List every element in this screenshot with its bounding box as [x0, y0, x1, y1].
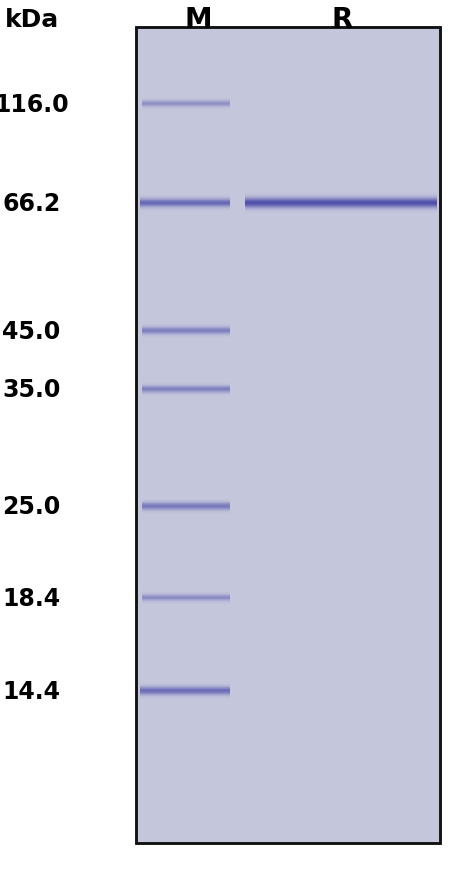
Text: 14.4: 14.4	[3, 679, 60, 703]
Bar	[136, 28, 440, 843]
Bar	[245, 198, 436, 199]
Bar	[245, 200, 436, 201]
Bar	[245, 200, 436, 201]
Bar	[245, 205, 436, 206]
Bar	[245, 210, 436, 211]
Bar	[245, 197, 436, 198]
Bar	[245, 199, 436, 200]
Bar	[245, 206, 436, 207]
Text: kDa: kDa	[4, 7, 59, 32]
Bar	[245, 195, 436, 196]
Text: 35.0: 35.0	[2, 377, 61, 402]
Bar	[245, 210, 436, 211]
Text: 45.0: 45.0	[2, 319, 61, 344]
Bar	[245, 205, 436, 206]
Text: R: R	[331, 5, 353, 34]
Bar	[245, 209, 436, 210]
Bar	[245, 213, 436, 214]
Bar	[245, 193, 436, 194]
Bar	[245, 202, 436, 203]
Bar	[245, 204, 436, 205]
Bar	[245, 212, 436, 213]
Text: 18.4: 18.4	[2, 586, 61, 610]
Bar	[245, 203, 436, 204]
Bar	[245, 207, 436, 208]
Bar	[245, 199, 436, 200]
Bar	[245, 211, 436, 212]
Bar	[245, 196, 436, 197]
Bar	[245, 195, 436, 196]
Bar	[245, 208, 436, 209]
Bar	[245, 212, 436, 213]
Bar	[245, 196, 436, 197]
Text: 116.0: 116.0	[0, 92, 69, 117]
Bar	[245, 203, 436, 204]
Bar	[245, 202, 436, 203]
Bar	[136, 28, 440, 843]
Bar	[245, 198, 436, 199]
Bar	[245, 211, 436, 212]
Bar	[245, 208, 436, 209]
Bar	[245, 197, 436, 198]
Bar	[245, 194, 436, 195]
Bar	[245, 201, 436, 202]
Text: M: M	[184, 5, 212, 34]
Text: 66.2: 66.2	[2, 191, 61, 216]
Bar	[245, 194, 436, 195]
Text: 25.0: 25.0	[2, 494, 61, 519]
Bar	[245, 207, 436, 208]
Bar	[245, 206, 436, 207]
Bar	[245, 204, 436, 205]
